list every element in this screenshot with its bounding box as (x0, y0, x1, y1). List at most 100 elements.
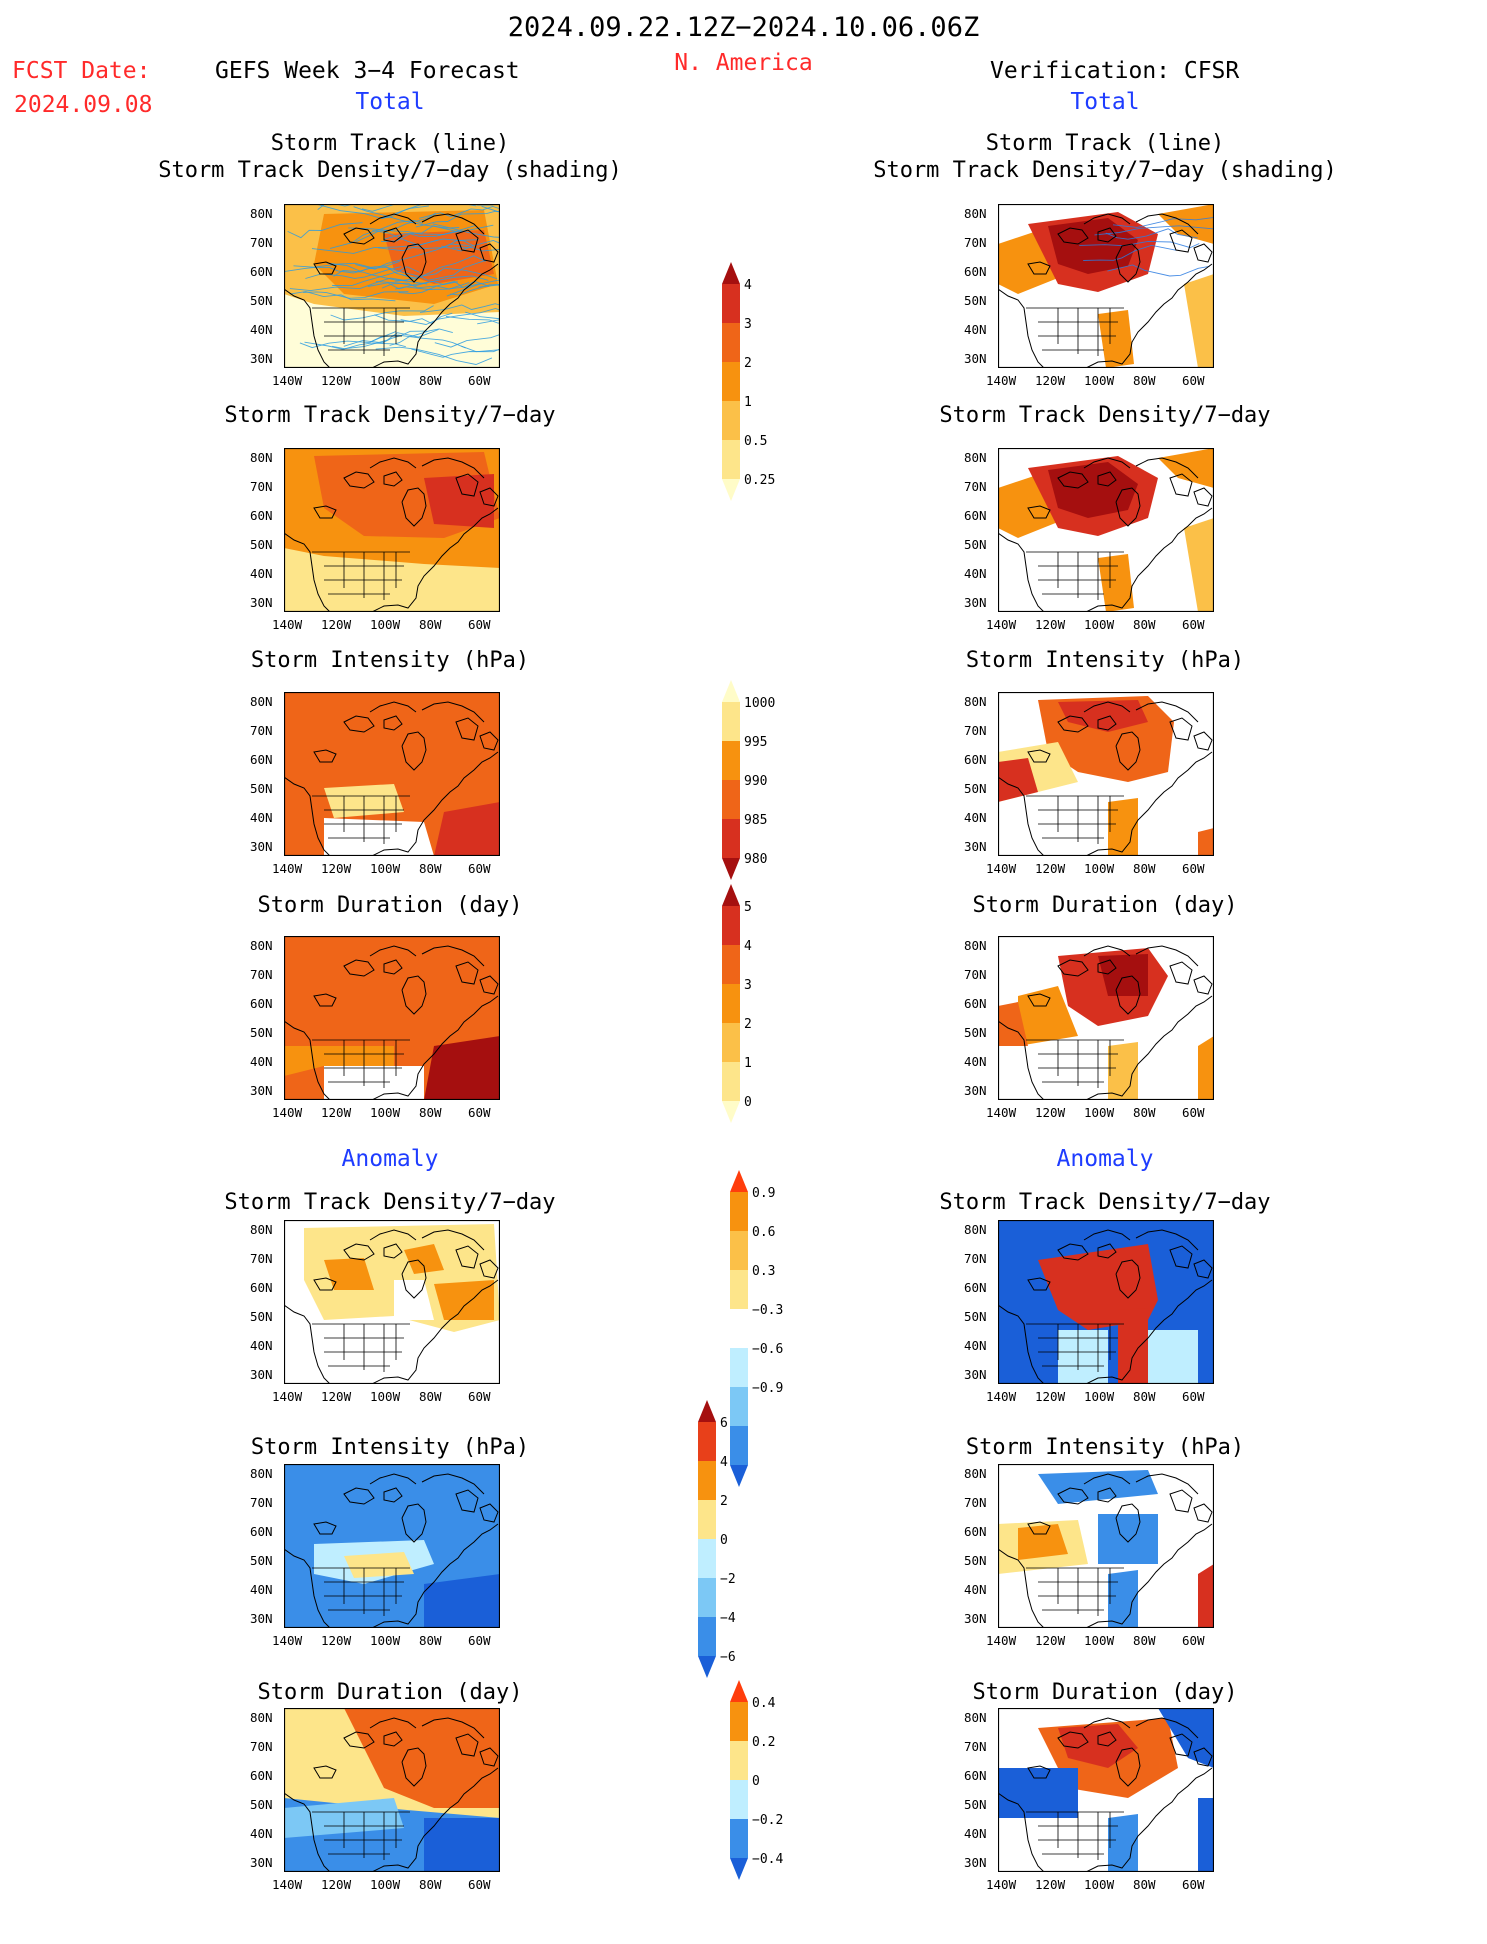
lat-tick-label: 60N (250, 264, 273, 279)
lat-tick-label: 30N (250, 595, 273, 610)
lon-tick-label: 100W (370, 1389, 401, 1404)
lon-tick-label: 140W (986, 1389, 1017, 1404)
map-anomaly-intensity-forecast (284, 1464, 500, 1628)
map-anomaly-duration-forecast (284, 1708, 500, 1872)
colorbar-label: 0.25 (744, 473, 775, 488)
lon-tick-label: 80W (1133, 861, 1156, 876)
section-total-right: Total (1070, 89, 1140, 115)
lat-tick-label: 70N (964, 235, 987, 250)
lat-tick-label: 80N (250, 1710, 273, 1725)
lon-tick-label: 60W (1182, 1633, 1205, 1648)
colorbar-label: 5 (744, 900, 752, 915)
lon-tick-label: 60W (468, 1633, 491, 1648)
colorbar-segment (722, 741, 740, 780)
lat-tick-label: 70N (250, 967, 273, 982)
panel-title: Storm Intensity (hPa) (965, 648, 1245, 673)
lon-tick-label: 140W (272, 617, 303, 632)
lat-tick-label: 70N (250, 1251, 273, 1266)
colorbar-segment (722, 440, 740, 479)
lat-tick-label: 80N (964, 1466, 987, 1481)
lat-tick-label: 70N (250, 723, 273, 738)
lon-tick-label: 80W (419, 1105, 442, 1120)
map-total-duration-verification (998, 936, 1214, 1100)
lon-tick-label: 120W (1035, 617, 1066, 632)
lon-tick-label: 120W (321, 1633, 352, 1648)
lon-tick-label: 80W (1133, 617, 1156, 632)
colorbar-segment (730, 1192, 748, 1231)
colorbar-bottom-arrow (722, 1101, 740, 1123)
colorbar-anomaly-duration: 0.4 0.2 0 −0.2 −0.4 (730, 1680, 800, 1944)
colorbar-segment (722, 906, 740, 945)
colorbar-bottom-arrow (730, 1465, 748, 1487)
panel-title: Storm Intensity (hPa) (250, 648, 530, 673)
region-title: N. America (674, 50, 813, 76)
colorbar-segment (698, 1539, 716, 1578)
colorbar-top-arrow (722, 262, 740, 284)
lat-tick-label: 50N (250, 1309, 273, 1324)
lon-tick-label: 80W (1133, 1105, 1156, 1120)
lon-tick-label: 80W (1133, 1633, 1156, 1648)
colorbar-label: 0 (744, 1095, 752, 1110)
colorbar-segment (730, 1387, 748, 1426)
colorbar-label: −0.3 (752, 1303, 783, 1318)
colorbar-label: −0.6 (752, 1342, 783, 1357)
map-anomaly-density-verification (998, 1220, 1214, 1384)
panel-title: Storm Track Density/7−day (224, 403, 556, 428)
map-anomaly-intensity-verification (998, 1464, 1214, 1628)
lat-tick-label: 60N (964, 508, 987, 523)
lat-tick-label: 70N (250, 1739, 273, 1754)
colorbar-segment (730, 1741, 748, 1780)
lat-tick-label: 80N (964, 694, 987, 709)
lon-tick-label: 100W (1084, 1389, 1115, 1404)
colorbar-bottom-arrow (722, 479, 740, 501)
fcst-date-value: 2024.09.08 (14, 92, 153, 118)
lat-tick-label: 30N (250, 1611, 273, 1626)
lat-tick-label: 50N (964, 293, 987, 308)
lon-tick-label: 100W (1084, 1633, 1115, 1648)
lat-tick-label: 40N (964, 1826, 987, 1841)
lat-tick-label: 50N (964, 1797, 987, 1812)
colorbar-segment (722, 1062, 740, 1101)
lat-tick-label: 60N (964, 264, 987, 279)
lat-tick-label: 70N (964, 967, 987, 982)
colorbar-label: 985 (744, 813, 767, 828)
colorbar-segment (722, 401, 740, 440)
colorbar-label: 1000 (744, 696, 775, 711)
lon-tick-label: 120W (1035, 1105, 1066, 1120)
colorbar-label: 0.2 (752, 1735, 775, 1750)
lat-tick-label: 30N (964, 595, 987, 610)
colorbar-segment (698, 1461, 716, 1500)
lat-tick-label: 60N (250, 508, 273, 523)
lat-tick-label: 80N (964, 938, 987, 953)
lon-tick-label: 120W (321, 617, 352, 632)
lon-tick-label: 140W (986, 373, 1017, 388)
lon-tick-label: 140W (986, 861, 1017, 876)
colorbar-label: −2 (720, 1572, 736, 1587)
lon-tick-label: 140W (272, 861, 303, 876)
colorbar-label: 0.9 (752, 1186, 775, 1201)
panel-title-line2: Storm Track Density/7−day (shading) (873, 158, 1337, 183)
lat-tick-label: 30N (964, 839, 987, 854)
lat-tick-label: 50N (250, 293, 273, 308)
colorbar-label: −0.4 (752, 1852, 783, 1867)
panel-title: Storm Track Density/7−day (939, 1190, 1271, 1215)
lon-tick-label: 80W (419, 1389, 442, 1404)
lat-tick-label: 60N (250, 1280, 273, 1295)
lon-tick-label: 100W (1084, 1877, 1115, 1892)
lon-tick-label: 100W (370, 1105, 401, 1120)
map-total-density-verification (998, 204, 1214, 368)
colorbar-label: 0.5 (744, 434, 767, 449)
map-total-intensity-forecast (284, 692, 500, 856)
colorbar-segment (730, 1309, 748, 1348)
colorbar-label: 0.4 (752, 1696, 776, 1711)
lat-tick-label: 60N (964, 1768, 987, 1783)
lat-tick-label: 80N (250, 450, 273, 465)
map-anomaly-density-forecast (284, 1220, 500, 1384)
lat-tick-label: 30N (964, 1083, 987, 1098)
verification-title: Verification: CFSR (990, 58, 1240, 84)
colorbar-segment (722, 945, 740, 984)
section-anomaly-right: Anomaly (1056, 1146, 1154, 1172)
lon-tick-label: 60W (468, 1877, 491, 1892)
panel-title: Storm Duration (day) (972, 893, 1238, 918)
colorbar-segment (698, 1422, 716, 1461)
